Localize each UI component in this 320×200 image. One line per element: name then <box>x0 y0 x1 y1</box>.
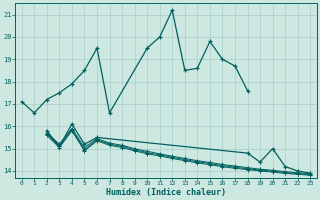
X-axis label: Humidex (Indice chaleur): Humidex (Indice chaleur) <box>106 188 226 197</box>
